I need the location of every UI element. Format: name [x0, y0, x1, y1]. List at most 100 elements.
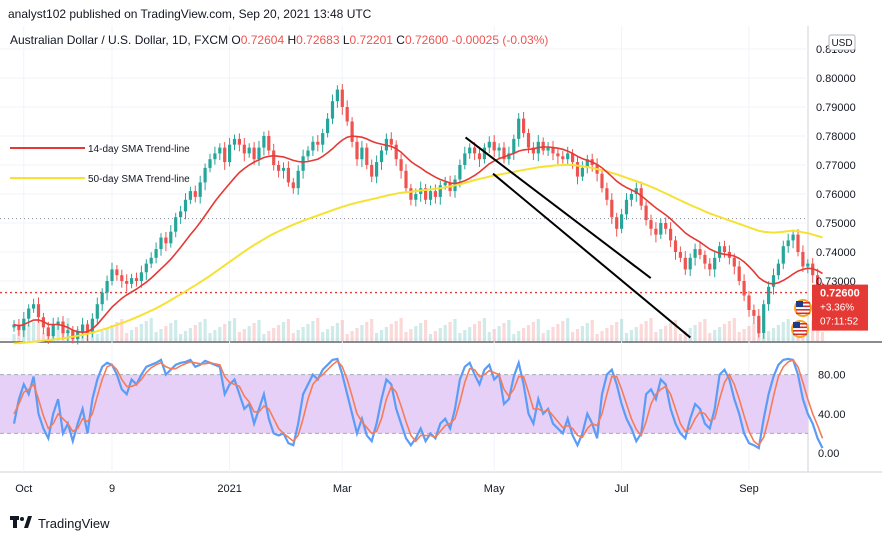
us-flag-icon — [791, 320, 809, 338]
candle — [757, 309, 761, 338]
candle — [644, 201, 648, 226]
candle — [41, 312, 45, 335]
volume-bar — [134, 327, 139, 342]
volume-bar — [649, 318, 653, 342]
candle — [683, 251, 687, 275]
volume-bar — [301, 327, 305, 342]
candle — [159, 233, 163, 256]
price-tick-label: 0.74000 — [816, 247, 856, 259]
volume-bar — [742, 329, 746, 342]
volume-bar — [247, 326, 251, 342]
volume-bar — [330, 326, 335, 342]
candle — [134, 272, 139, 287]
volume-bar — [130, 330, 134, 342]
candle — [752, 304, 756, 324]
candle — [125, 274, 129, 292]
candle — [32, 298, 36, 313]
volume-bar — [306, 324, 310, 342]
candle — [149, 252, 153, 268]
volume-bar — [664, 326, 668, 342]
candle — [615, 212, 619, 237]
stoch-k-line — [12, 357, 824, 450]
candle — [463, 146, 467, 170]
volume-bar — [286, 319, 290, 342]
volume-bar — [727, 321, 731, 342]
trend-channel — [464, 136, 691, 339]
last-price-value: 0.72600 — [820, 288, 860, 300]
price-chart[interactable]: 0.810000.800000.790000.780000.770000.760… — [0, 26, 882, 512]
volume-bar — [384, 327, 388, 342]
volume-bar — [115, 322, 119, 342]
candle — [409, 183, 413, 206]
candle — [531, 142, 535, 161]
volume-bar — [605, 328, 609, 342]
axes: 0.810000.800000.790000.780000.770000.760… — [15, 44, 856, 495]
candle — [654, 222, 658, 243]
volume-bar — [311, 321, 315, 342]
volume-bar — [654, 332, 658, 342]
candle — [277, 160, 281, 178]
candle — [688, 253, 692, 277]
volume-bar — [531, 322, 535, 342]
volume-bar — [365, 322, 369, 342]
volume-bar — [659, 329, 663, 342]
candle — [188, 186, 192, 205]
volume-bar — [600, 331, 604, 342]
candle — [713, 251, 717, 278]
candle — [242, 138, 246, 162]
volume-bar — [379, 330, 384, 342]
candle — [335, 85, 339, 108]
candle — [105, 275, 109, 301]
volume-bar — [703, 319, 707, 342]
candle — [174, 212, 178, 238]
candle — [85, 320, 90, 342]
time-tick-label: May — [484, 483, 505, 495]
candle — [51, 317, 55, 341]
volume-bar — [590, 320, 594, 342]
volume-bar — [218, 327, 222, 342]
candle — [296, 165, 300, 195]
volume-bar — [414, 326, 418, 342]
footer-brand[interactable]: TradingView — [38, 515, 110, 531]
volume-bar — [428, 334, 433, 342]
volume-bar — [228, 321, 232, 342]
candle — [154, 242, 158, 264]
volume-bar — [468, 327, 472, 342]
volume-bar — [546, 330, 550, 342]
volume-bar — [316, 318, 320, 342]
candle — [169, 225, 173, 248]
price-tick-label: 0.80000 — [816, 73, 856, 85]
volume-bar — [580, 326, 584, 342]
volume-bar — [394, 321, 398, 342]
volume-bar — [144, 321, 148, 342]
volume-bar — [360, 325, 364, 342]
candle — [218, 143, 222, 161]
volume-bar — [791, 333, 795, 342]
currency-badge[interactable]: USD — [828, 34, 856, 51]
volume-bar — [208, 333, 212, 342]
time-tick-label: 2021 — [217, 483, 241, 495]
legend-label: 50-day SMA Trend-line — [88, 174, 190, 185]
candle — [311, 136, 315, 157]
last-price-change: +3.36% — [820, 303, 854, 314]
volume-bar — [595, 334, 599, 342]
volume-bar — [571, 332, 575, 342]
volume-bar — [678, 334, 682, 342]
candle — [340, 84, 344, 115]
candle — [267, 130, 271, 155]
volume-bar — [551, 327, 555, 342]
volume-bar — [110, 325, 114, 342]
candle — [394, 140, 398, 166]
volume-bar — [355, 328, 359, 342]
candle — [561, 150, 565, 164]
candle — [566, 146, 570, 165]
tradingview-logo-icon[interactable] — [10, 515, 32, 531]
volume-bar — [443, 325, 447, 342]
volume-bar — [32, 322, 36, 342]
candle — [360, 140, 364, 168]
volume-bar — [512, 334, 516, 342]
volume-bar — [453, 319, 457, 342]
volume-bar — [624, 333, 629, 342]
volume-bar — [541, 333, 545, 342]
candle — [664, 217, 668, 235]
